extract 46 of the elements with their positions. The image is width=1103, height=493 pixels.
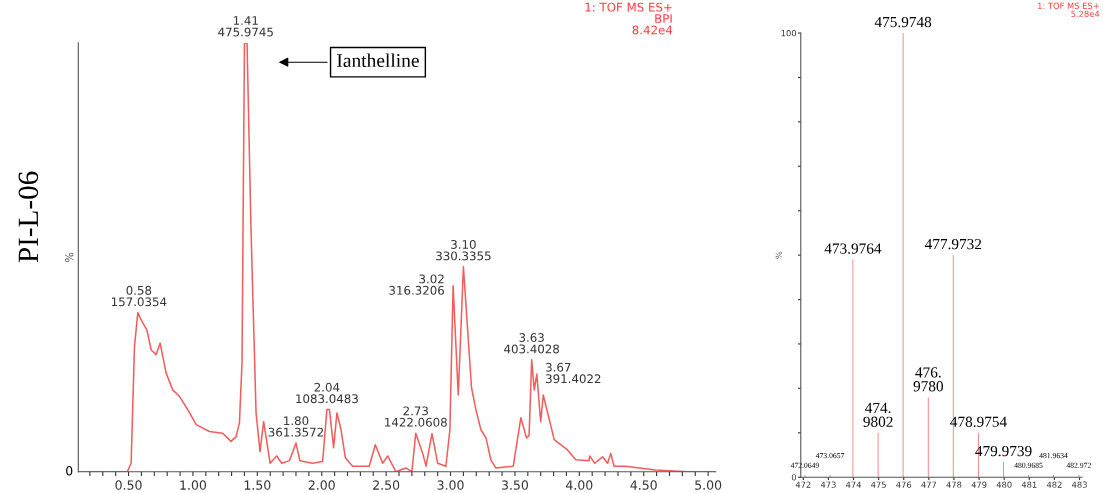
x-tick-label: 475	[871, 481, 886, 488]
x-tick-label: 477	[921, 481, 937, 488]
x-tick-label: 1.00	[180, 480, 207, 490]
x-tick-label: 474	[845, 481, 861, 488]
text: 0	[66, 465, 73, 476]
x-tick-label: 4.00	[566, 480, 593, 490]
annotation: 3.67 391.4022	[546, 362, 601, 384]
annotation: 473.9764	[824, 243, 882, 254]
x-tick-label: 483	[1071, 481, 1087, 488]
x-tick-label: 3.00	[437, 480, 464, 490]
annotation: 474. 9802	[863, 402, 893, 427]
annotation: 1.80 361.3572	[268, 416, 323, 437]
x-tick-label: 0.50	[115, 480, 142, 490]
annotation: 1.41 475.9745	[218, 16, 273, 37]
x-tick-label: 2.50	[373, 480, 400, 490]
annotation: Ianthelline	[337, 53, 419, 68]
annotation: 3.10 330.3355	[436, 239, 491, 261]
y-axis-title: %	[775, 251, 782, 259]
x-tick-label: 479	[971, 481, 987, 488]
x-tick-label: 4.50	[630, 480, 657, 490]
annotation: 0.58 157.0354	[111, 285, 167, 307]
x-tick-label: 1.50	[244, 480, 271, 490]
annotation: 3.63 403.4028	[504, 333, 560, 354]
x-tick-label: 476	[896, 481, 912, 488]
text: PI-L-06	[18, 171, 39, 263]
annotation: 476. 9780	[913, 367, 943, 392]
x-tick-label: 480	[996, 481, 1012, 488]
annotation: 477.9732	[924, 238, 982, 250]
x-tick-label: 478	[946, 481, 962, 488]
x-tick-label: 472	[795, 481, 811, 488]
annotation: 478.9754	[950, 416, 1007, 427]
annotation: 479.9739	[975, 445, 1032, 457]
annotation: 3.02 316.3206	[389, 274, 445, 295]
text: 1: TOF MS ES+ BPI 8.42e4	[585, 2, 673, 35]
text: 1: TOF MS ES+ 5.28e4	[1038, 2, 1100, 17]
x-tick-label: 5.00	[695, 480, 722, 490]
annotation: 2.73 1422.0608	[385, 406, 447, 427]
y-axis-title: %	[64, 252, 74, 263]
annotation: 2.04 1083.0483	[296, 382, 358, 404]
x-tick-label: 2.00	[308, 480, 335, 490]
y-tick-label: 100	[781, 30, 797, 37]
x-tick-label: 482	[1046, 481, 1062, 488]
x-tick-label: 481	[1021, 481, 1037, 488]
x-tick-label: 473	[820, 481, 836, 488]
x-tick-label: 3.50	[501, 480, 529, 490]
annotation: 475.9748	[874, 16, 932, 28]
